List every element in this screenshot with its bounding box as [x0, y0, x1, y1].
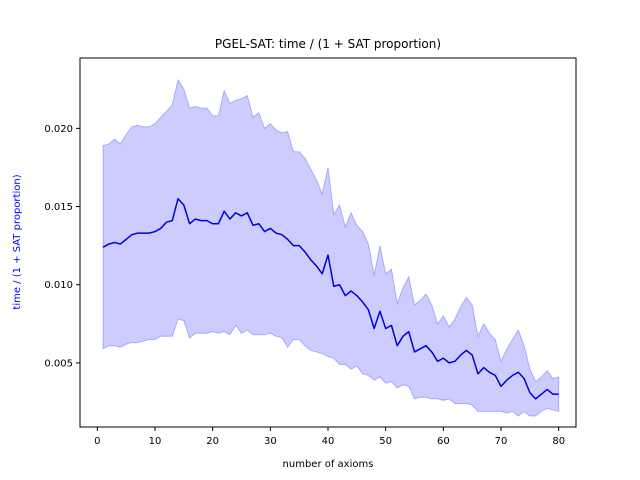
x-tick-label: 20 [206, 436, 219, 447]
confidence-band-layer [102, 78, 560, 417]
y-tick-label: 0.015 [44, 202, 73, 213]
x-tick-label: 50 [379, 436, 392, 447]
y-axis-ticks: 0.005 0.010 0.015 0.020 [44, 124, 80, 369]
x-axis-ticks: 0 10 20 30 40 50 60 70 80 [94, 427, 565, 447]
y-tick-label: 0.020 [44, 124, 73, 135]
y-tick-label: 0.010 [44, 280, 73, 291]
chart-title: PGEL-SAT: time / (1 + SAT proportion) [215, 37, 441, 51]
x-tick-label: 80 [552, 436, 565, 447]
y-tick-label: 0.005 [44, 358, 73, 369]
confidence-band [102, 78, 560, 417]
x-tick-label: 0 [94, 436, 100, 447]
x-axis-label: number of axioms [283, 459, 374, 470]
x-tick-label: 40 [322, 436, 335, 447]
x-tick-label: 60 [437, 436, 450, 447]
x-tick-label: 70 [495, 436, 508, 447]
x-tick-label: 30 [264, 436, 277, 447]
x-tick-label: 10 [149, 436, 162, 447]
mean-line [102, 197, 559, 400]
y-axis-label: time / (1 + SAT proportion) [12, 174, 23, 309]
mean-line-layer [102, 197, 559, 400]
